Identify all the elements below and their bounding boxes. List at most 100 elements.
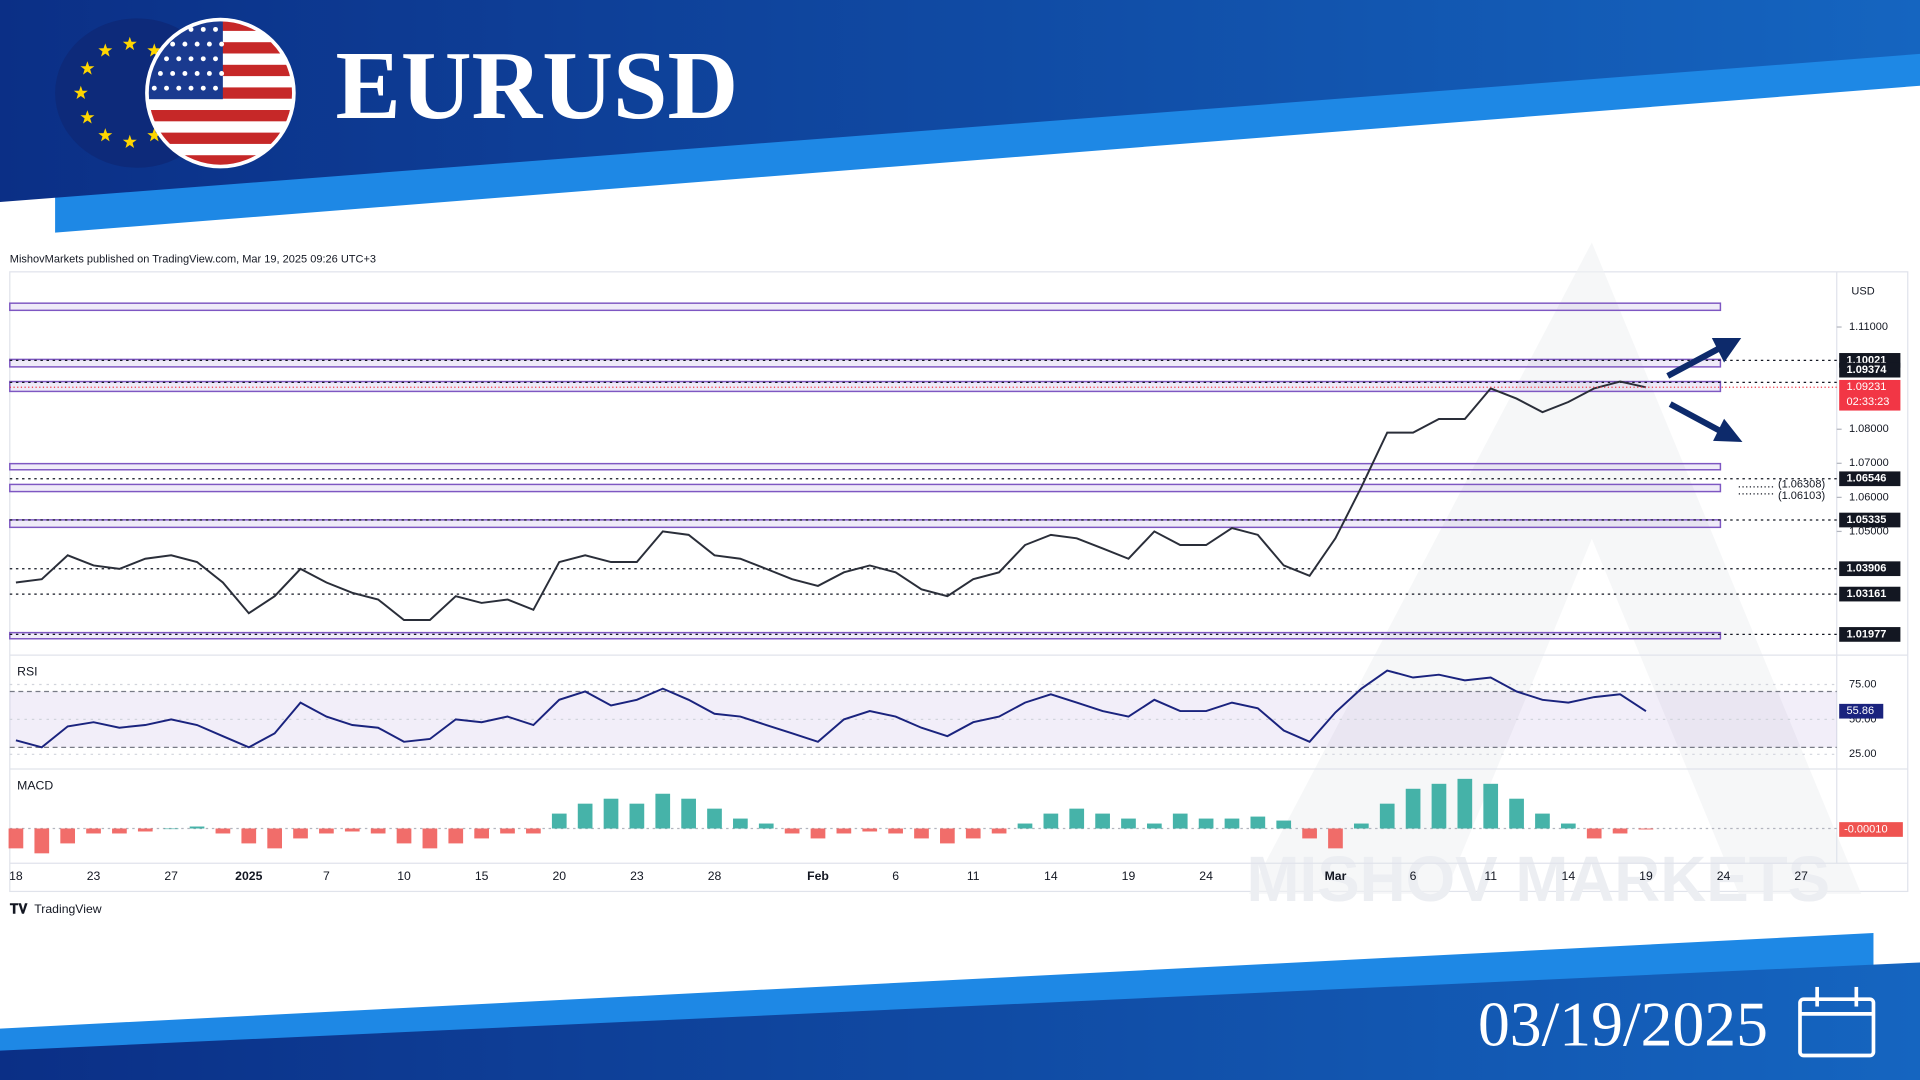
level-tag bbox=[1839, 471, 1901, 487]
level-tag-label: 1.05335 bbox=[1847, 514, 1887, 526]
us-stripe bbox=[146, 98, 294, 111]
x-tick-label: Mar bbox=[1325, 869, 1347, 883]
footer-banner bbox=[0, 962, 1920, 1080]
macd-bar bbox=[163, 828, 179, 830]
macd-bar bbox=[1250, 816, 1266, 829]
x-tick-label: 14 bbox=[1562, 869, 1576, 883]
macd-bar bbox=[1276, 820, 1292, 829]
macd-bar bbox=[1328, 828, 1343, 849]
macd-bar bbox=[940, 828, 955, 844]
zone bbox=[9, 631, 1722, 640]
us-star bbox=[170, 41, 176, 47]
macd-bar bbox=[1043, 813, 1059, 829]
x-tick-label: 14 bbox=[1044, 869, 1058, 883]
us-flag-border bbox=[145, 17, 296, 169]
us-star bbox=[188, 85, 194, 91]
us-star bbox=[213, 26, 218, 32]
eu-star bbox=[147, 43, 162, 57]
us-star bbox=[200, 26, 206, 32]
currency: USD bbox=[1851, 285, 1874, 297]
x-tick-label: 28 bbox=[708, 869, 722, 883]
us-stripe bbox=[146, 132, 294, 145]
level-tag bbox=[1839, 512, 1901, 528]
us-star bbox=[194, 71, 200, 76]
macd-bar bbox=[344, 828, 360, 832]
eu-star bbox=[122, 36, 137, 51]
macd-bar bbox=[1612, 828, 1628, 834]
x-tick-label: 6 bbox=[892, 869, 899, 883]
us-star bbox=[164, 56, 169, 62]
plot: 1.11000 1.08000 1.07000 1.06000 1.05000 (1.06… bbox=[8, 302, 1903, 883]
x-tick-label: 23 bbox=[630, 869, 644, 883]
macd-bar bbox=[60, 828, 76, 844]
macd-bar bbox=[655, 793, 671, 829]
macd-bar bbox=[1069, 808, 1085, 829]
x-tick-label: 19 bbox=[1122, 869, 1136, 883]
macd-bar bbox=[1017, 823, 1033, 829]
level-tag bbox=[1839, 561, 1901, 577]
macd-bar bbox=[991, 828, 1007, 834]
x-tick-label: 15 bbox=[475, 869, 489, 883]
us-star bbox=[176, 56, 182, 62]
us-star bbox=[182, 71, 188, 76]
us-star bbox=[213, 56, 218, 62]
eu-star bbox=[80, 61, 95, 75]
macd-bar bbox=[1302, 828, 1317, 839]
x-tick-label: 24 bbox=[1717, 869, 1731, 883]
eu-star bbox=[122, 134, 137, 149]
macd-bar bbox=[810, 828, 826, 839]
macd-bar bbox=[474, 828, 489, 839]
macd-bar bbox=[293, 828, 308, 839]
us-stripe bbox=[146, 110, 294, 122]
eu-star bbox=[98, 128, 113, 142]
date: 03/19/2025 bbox=[1478, 989, 1768, 1060]
level-tag bbox=[1839, 586, 1901, 602]
macd-bar bbox=[1586, 828, 1602, 839]
level-tag-label: 1.09374 bbox=[1847, 364, 1888, 376]
published-note: MishovMarkets published on TradingView.c… bbox=[10, 253, 376, 265]
us-stripe bbox=[146, 143, 294, 156]
current-price-label: 1.09231 bbox=[1847, 381, 1887, 393]
macd-bar bbox=[1198, 818, 1214, 829]
macd-bar bbox=[914, 828, 929, 839]
us-star bbox=[200, 85, 206, 91]
us-star bbox=[182, 41, 188, 47]
macd-bar bbox=[1224, 818, 1240, 829]
macd-tag-label: -0.00010 bbox=[1844, 823, 1888, 835]
eu-star bbox=[80, 110, 95, 124]
header-banner bbox=[0, 0, 1920, 203]
macd-bar bbox=[1353, 823, 1369, 829]
level-tag bbox=[1839, 627, 1901, 642]
macd-bar bbox=[577, 803, 593, 829]
zone bbox=[9, 462, 1722, 471]
y-tick-label: 1.05000 bbox=[1849, 525, 1889, 537]
y-tick-label: 1.11000 bbox=[1849, 321, 1888, 333]
us-star bbox=[164, 85, 169, 91]
x-tick-label: 27 bbox=[1794, 869, 1808, 883]
macd-bar bbox=[1457, 778, 1473, 829]
macd-bar bbox=[215, 828, 231, 834]
macd-bar bbox=[189, 826, 205, 829]
macd-bar bbox=[888, 828, 903, 834]
x-tick-label: 18 bbox=[9, 869, 23, 883]
arrow-up bbox=[1666, 337, 1742, 379]
bracket-label: (1.06103) bbox=[1778, 490, 1825, 502]
y-tick-label: 25.00 bbox=[1849, 748, 1877, 760]
eu-star bbox=[73, 85, 88, 100]
macd-bar bbox=[1509, 798, 1524, 829]
macd-bar bbox=[86, 828, 101, 834]
macd-bar bbox=[551, 813, 567, 829]
us-star bbox=[213, 85, 218, 91]
macd-bar bbox=[1560, 823, 1576, 829]
zone bbox=[9, 519, 1722, 529]
y-tick-label: 75.00 bbox=[1849, 678, 1877, 690]
macd-bar bbox=[1147, 823, 1162, 829]
y-tick-label: 1.08000 bbox=[1849, 423, 1889, 435]
bracket-label: (1.06308) bbox=[1778, 478, 1825, 490]
x-tick-label: 11 bbox=[967, 869, 980, 883]
macd-bar bbox=[965, 828, 981, 839]
level-tag-label: 1.01977 bbox=[1847, 628, 1887, 640]
macd-title: MACD bbox=[17, 778, 53, 792]
rsi-line bbox=[15, 669, 1647, 749]
